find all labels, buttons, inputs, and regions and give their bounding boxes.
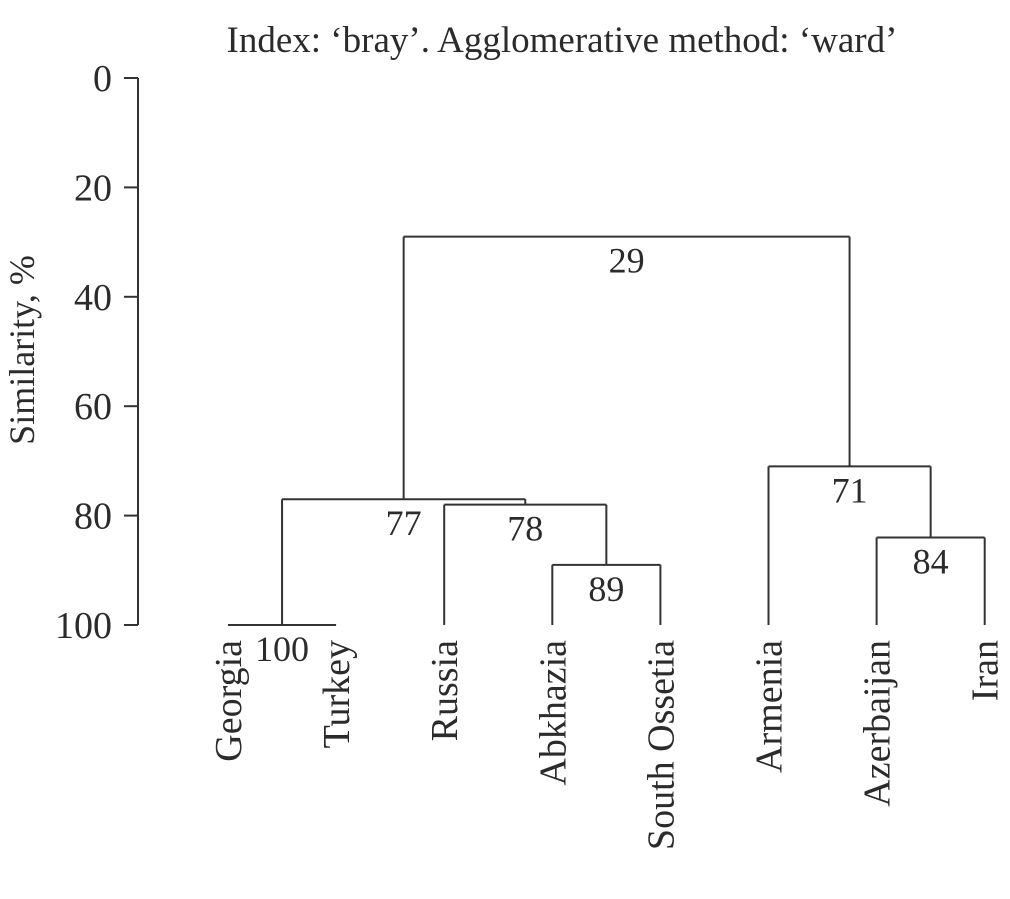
y-tick-label: 0 bbox=[93, 58, 112, 100]
y-tick-label: 20 bbox=[74, 167, 112, 209]
leaf-label: Iran bbox=[965, 640, 1007, 701]
leaf-label: South Ossetia bbox=[640, 640, 682, 850]
leaf-label: Azerbaijan bbox=[857, 640, 899, 807]
leaf-label: Armenia bbox=[749, 640, 791, 773]
merge-label: 29 bbox=[609, 241, 645, 281]
merge-label: 77 bbox=[386, 503, 422, 543]
leaf-label: Russia bbox=[424, 640, 466, 741]
merge-label: 89 bbox=[588, 569, 624, 609]
y-tick-label: 40 bbox=[74, 277, 112, 319]
merge-label: 78 bbox=[507, 509, 543, 549]
leaf-label: Abkhazia bbox=[532, 640, 574, 786]
y-tick-label: 80 bbox=[74, 496, 112, 538]
merge-label: 71 bbox=[832, 470, 868, 510]
y-tick-label: 60 bbox=[74, 386, 112, 428]
merge-label: 84 bbox=[913, 541, 949, 581]
y-tick-label: 100 bbox=[55, 605, 112, 647]
y-axis-label: Similarity, % bbox=[2, 255, 42, 445]
merge-label: 100 bbox=[255, 629, 309, 669]
chart-title: Index: ‘bray’. Agglomerative method: ‘wa… bbox=[227, 20, 898, 61]
leaf-label: Georgia bbox=[208, 640, 250, 762]
leaf-label: Turkey bbox=[316, 640, 358, 748]
